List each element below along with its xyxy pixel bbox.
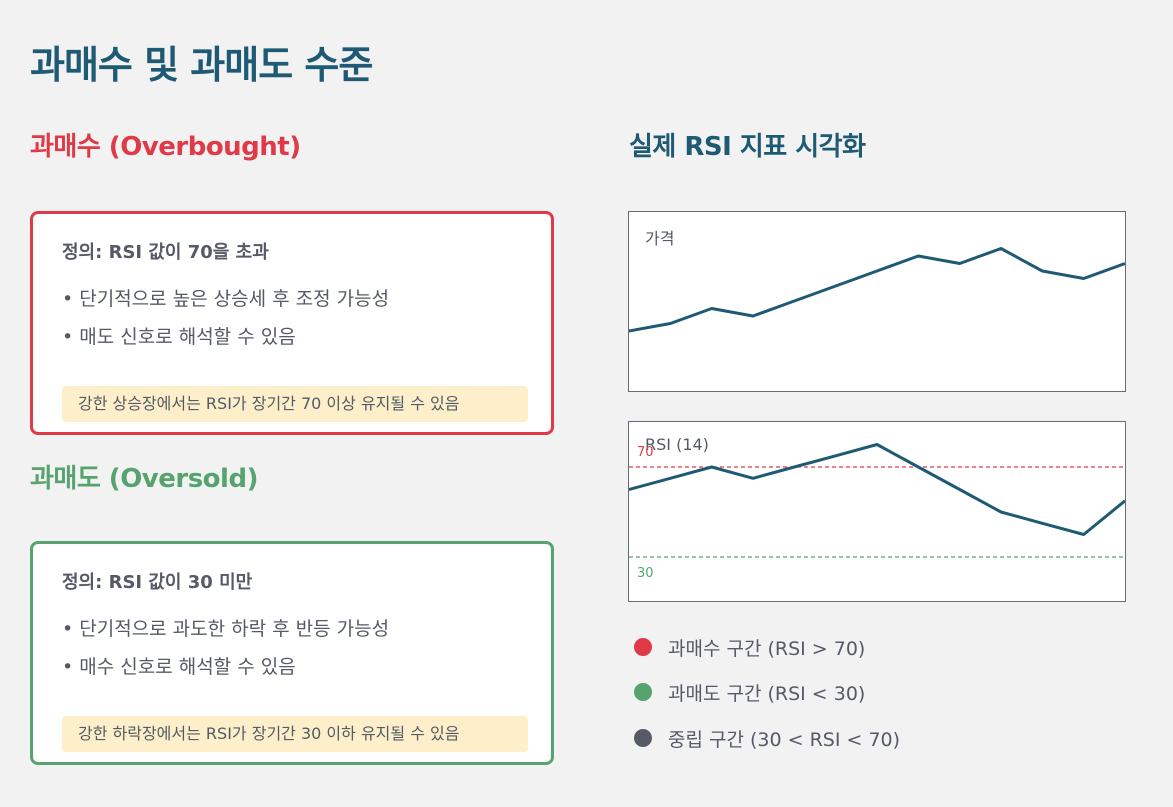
red-dot-icon xyxy=(634,638,652,656)
oversold-title: 과매도 (Oversold) xyxy=(30,464,258,494)
overbought-bullet: • 단기적으로 높은 상승세 후 조정 가능성 xyxy=(62,288,390,310)
oversold-definition: 정의: RSI 값이 30 미만 xyxy=(62,572,253,593)
legend-label: 과매수 구간 (RSI > 70) xyxy=(668,637,866,660)
oversold-card: 정의: RSI 값이 30 미만 • 단기적으로 과도한 하락 후 반등 가능성… xyxy=(30,541,554,765)
legend-item-overbought: 과매수 구간 (RSI > 70) xyxy=(634,634,865,660)
price-chart-svg xyxy=(629,247,1125,333)
visualization-title: 실제 RSI 지표 시각화 xyxy=(629,132,866,162)
oversold-level-label: 30 xyxy=(637,566,654,581)
legend-label: 중립 구간 (30 < RSI < 70) xyxy=(668,728,901,751)
green-dot-icon xyxy=(634,683,652,701)
price-chart: 가격 xyxy=(628,211,1126,392)
price-series-line xyxy=(629,247,1125,333)
legend-label: 과매도 구간 (RSI < 30) xyxy=(668,682,866,705)
overbought-card: 정의: RSI 값이 70을 초과 • 단기적으로 높은 상승세 후 조정 가능… xyxy=(30,211,554,435)
gray-dot-icon xyxy=(634,729,652,747)
oversold-bullet: • 매수 신호로 해석할 수 있음 xyxy=(62,656,296,678)
page-title: 과매수 및 과매도 수준 xyxy=(30,43,373,87)
legend-item-neutral: 중립 구간 (30 < RSI < 70) xyxy=(634,725,900,751)
overbought-level-label: 70 xyxy=(637,445,654,460)
rsi-chart-label: RSI (14) xyxy=(645,435,709,454)
legend-item-oversold: 과매도 구간 (RSI < 30) xyxy=(634,679,865,705)
oversold-note: 강한 하락장에서는 RSI가 장기간 30 이하 유지될 수 있음 xyxy=(62,716,528,752)
rsi-chart-svg xyxy=(629,443,1125,558)
rsi-series-line xyxy=(629,443,1125,536)
overbought-definition: 정의: RSI 값이 70을 초과 xyxy=(62,242,269,263)
rsi-chart: RSI (14) 70 30 xyxy=(628,421,1126,602)
overbought-bullet: • 매도 신호로 해석할 수 있음 xyxy=(62,326,296,348)
price-chart-label: 가격 xyxy=(645,229,675,248)
overbought-note: 강한 상승장에서는 RSI가 장기간 70 이상 유지될 수 있음 xyxy=(62,386,528,422)
oversold-bullet: • 단기적으로 과도한 하락 후 반등 가능성 xyxy=(62,618,390,640)
overbought-title: 과매수 (Overbought) xyxy=(30,132,301,162)
